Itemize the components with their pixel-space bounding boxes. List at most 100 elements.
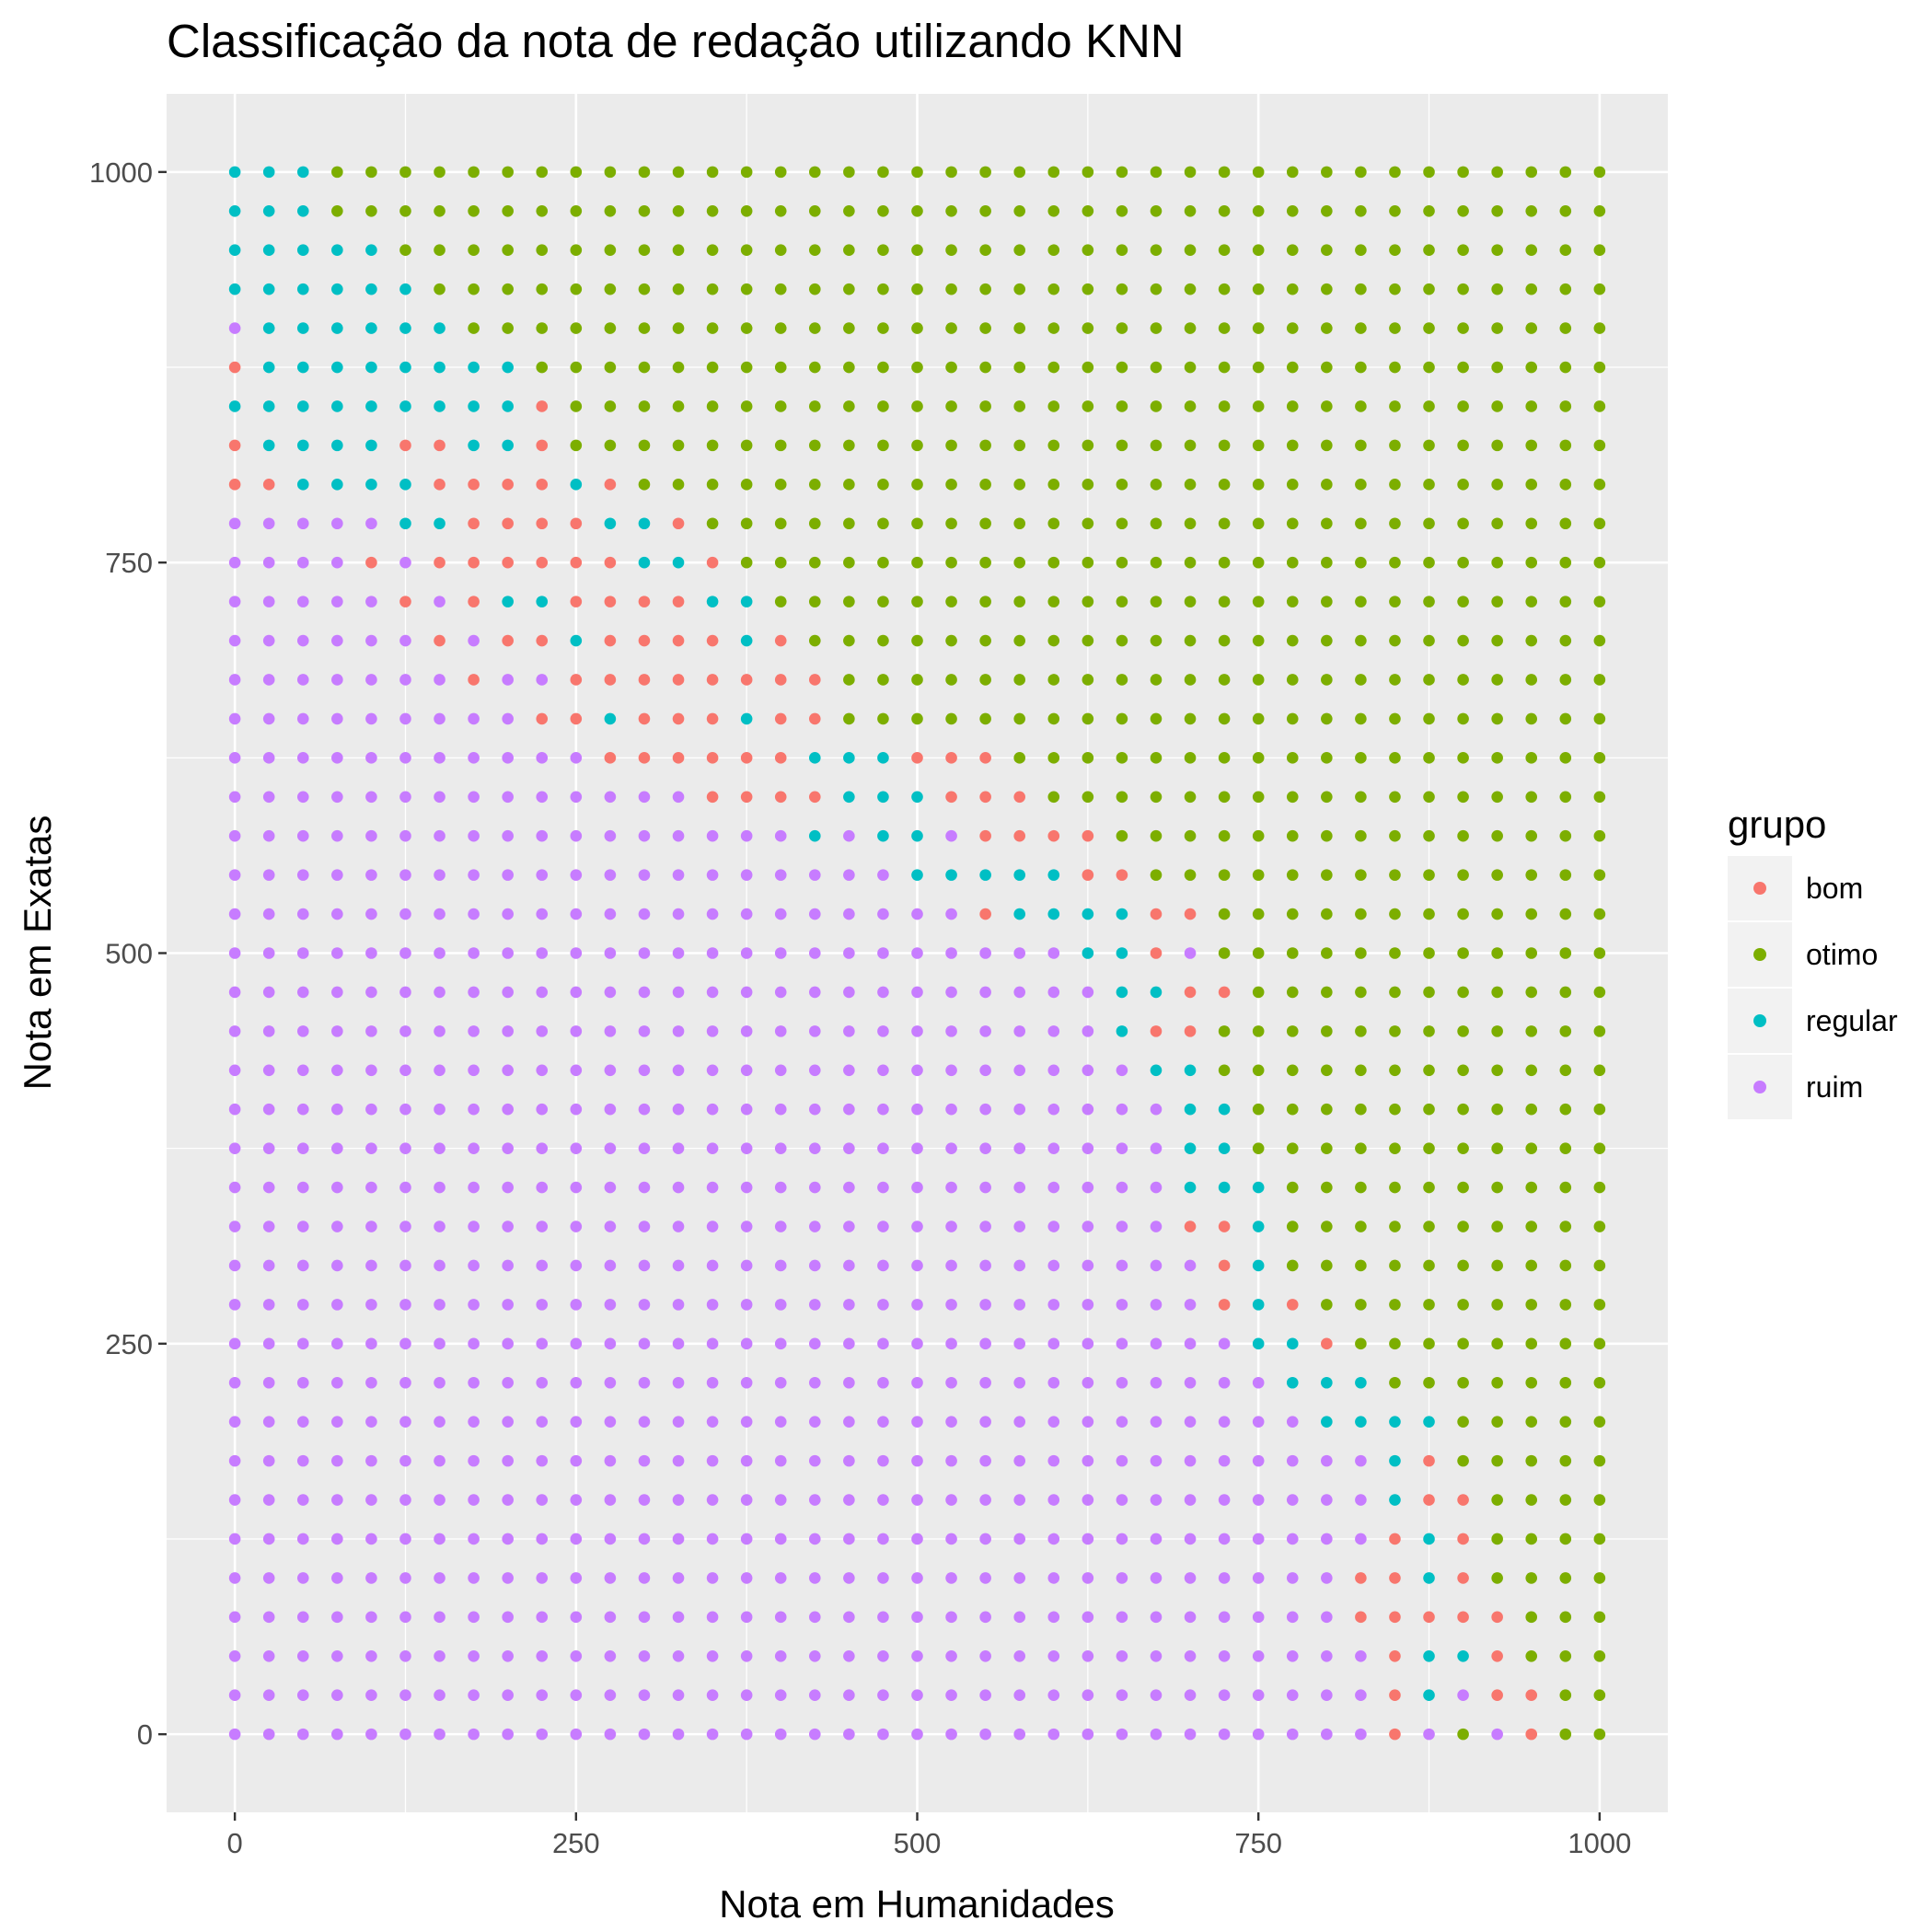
data-point-ruim: [1116, 1299, 1128, 1311]
data-point-otimo: [1082, 517, 1094, 530]
data-point-ruim: [843, 1181, 855, 1194]
data-point-ruim: [945, 947, 957, 959]
data-point-otimo: [1389, 712, 1401, 725]
data-point-ruim: [672, 1416, 685, 1428]
data-point-otimo: [468, 244, 480, 257]
data-point-otimo: [1013, 283, 1026, 295]
data-point-bom: [1184, 1025, 1197, 1037]
data-point-ruim: [296, 1025, 309, 1037]
data-point-bom: [434, 439, 445, 452]
data-point-otimo: [1286, 596, 1299, 607]
data-point-ruim: [1252, 1611, 1265, 1624]
data-point-ruim: [1321, 1454, 1333, 1467]
data-point-ruim: [774, 1611, 787, 1624]
data-point-otimo: [1423, 752, 1435, 764]
data-point-otimo: [1525, 517, 1538, 530]
data-point-otimo: [1423, 1376, 1435, 1389]
data-point-ruim: [979, 1337, 991, 1350]
data-point-otimo: [911, 596, 923, 607]
data-point-otimo: [1116, 634, 1128, 647]
data-point-ruim: [740, 986, 753, 999]
data-point-otimo: [1491, 322, 1503, 334]
data-point-ruim: [570, 986, 583, 999]
data-point-otimo: [1491, 1103, 1503, 1116]
data-point-ruim: [468, 1416, 480, 1428]
data-point-otimo: [1457, 322, 1469, 334]
data-point-ruim: [1047, 1181, 1060, 1194]
data-point-ruim: [911, 947, 923, 959]
data-point-otimo: [740, 479, 753, 491]
data-point-otimo: [1389, 283, 1401, 295]
data-point-ruim: [399, 1533, 411, 1545]
data-point-otimo: [638, 439, 651, 452]
data-point-otimo: [808, 556, 821, 569]
data-point-ruim: [1150, 1611, 1163, 1624]
data-point-otimo: [570, 244, 583, 257]
data-point-otimo: [979, 361, 991, 374]
data-point-bom: [536, 479, 549, 491]
data-point-otimo: [774, 283, 787, 295]
data-point-ruim: [1150, 1181, 1163, 1194]
data-point-ruim: [502, 1259, 514, 1272]
data-point-otimo: [1423, 556, 1435, 569]
data-point-ruim: [262, 829, 275, 842]
data-point-ruim: [434, 1572, 445, 1584]
data-point-regular: [502, 361, 514, 374]
data-point-otimo: [774, 596, 787, 607]
data-point-otimo: [774, 479, 787, 491]
data-point-otimo: [1525, 712, 1538, 725]
data-point-ruim: [331, 1454, 343, 1467]
data-point-ruim: [570, 1494, 583, 1506]
data-point-otimo: [843, 439, 855, 452]
data-point-otimo: [1559, 361, 1572, 374]
data-point-otimo: [1355, 322, 1367, 334]
data-point-ruim: [672, 986, 685, 999]
data-point-ruim: [1013, 1572, 1026, 1584]
data-point-otimo: [1525, 556, 1538, 569]
data-point-bom: [1218, 1221, 1231, 1232]
legend-swatch-regular: [1753, 1014, 1766, 1027]
data-point-ruim: [570, 1299, 583, 1311]
data-point-ruim: [638, 1142, 651, 1154]
data-point-otimo: [1593, 244, 1606, 257]
data-point-ruim: [468, 712, 480, 725]
data-point-otimo: [808, 322, 821, 334]
data-point-otimo: [1525, 1259, 1538, 1272]
data-point-otimo: [979, 283, 991, 295]
data-point-otimo: [1013, 634, 1026, 647]
data-point-ruim: [1013, 1064, 1026, 1077]
data-point-otimo: [945, 361, 957, 374]
data-point-otimo: [1321, 361, 1333, 374]
data-point-otimo: [1457, 634, 1469, 647]
data-point-otimo: [1389, 1299, 1401, 1311]
data-point-otimo: [1389, 1103, 1401, 1116]
data-point-ruim: [296, 674, 309, 686]
data-point-regular: [365, 283, 377, 295]
data-point-ruim: [570, 1337, 583, 1350]
data-point-ruim: [365, 712, 377, 725]
data-point-otimo: [740, 283, 753, 295]
data-point-bom: [1082, 829, 1094, 842]
data-point-ruim: [638, 1299, 651, 1311]
data-point-ruim: [502, 752, 514, 764]
data-point-bom: [262, 479, 275, 491]
data-point-ruim: [365, 908, 377, 920]
data-point-ruim: [331, 1337, 343, 1350]
data-point-ruim: [570, 947, 583, 959]
data-point-ruim: [434, 1611, 445, 1624]
data-point-otimo: [1593, 322, 1606, 334]
data-point-regular: [331, 244, 343, 257]
data-point-ruim: [502, 947, 514, 959]
data-point-otimo: [1355, 829, 1367, 842]
data-point-ruim: [1047, 1689, 1060, 1702]
data-point-bom: [536, 556, 549, 569]
data-point-otimo: [1082, 322, 1094, 334]
data-point-regular: [1150, 1064, 1163, 1077]
data-point-otimo: [1116, 479, 1128, 491]
data-point-otimo: [706, 244, 719, 257]
data-point-bom: [399, 596, 411, 607]
data-point-otimo: [1286, 1142, 1299, 1154]
data-point-ruim: [1355, 1728, 1367, 1741]
data-point-regular: [399, 400, 411, 412]
data-point-otimo: [638, 244, 651, 257]
